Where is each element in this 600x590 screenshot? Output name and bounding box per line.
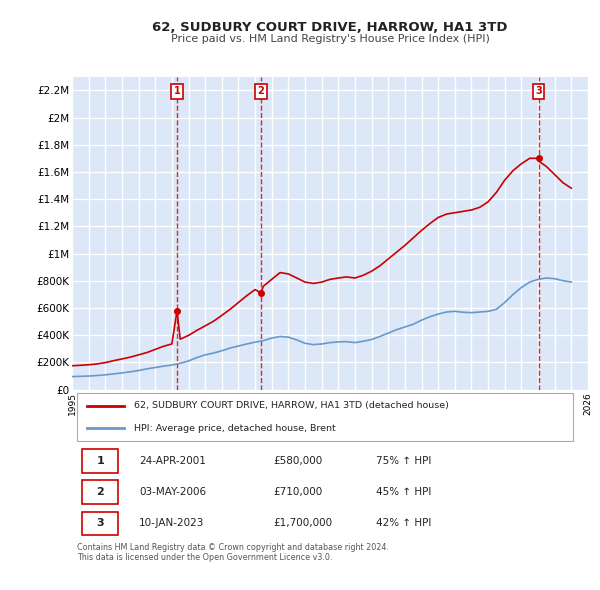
Text: 2: 2: [257, 86, 264, 96]
Text: £710,000: £710,000: [273, 487, 322, 497]
Text: 45% ↑ HPI: 45% ↑ HPI: [376, 487, 432, 497]
FancyBboxPatch shape: [82, 480, 118, 504]
Text: 3: 3: [97, 519, 104, 529]
Text: 75% ↑ HPI: 75% ↑ HPI: [376, 456, 432, 466]
Text: 2: 2: [97, 487, 104, 497]
Text: 03-MAY-2006: 03-MAY-2006: [139, 487, 206, 497]
Text: 62, SUDBURY COURT DRIVE, HARROW, HA1 3TD: 62, SUDBURY COURT DRIVE, HARROW, HA1 3TD: [152, 21, 508, 34]
Text: 10-JAN-2023: 10-JAN-2023: [139, 519, 205, 529]
Text: £580,000: £580,000: [273, 456, 322, 466]
Text: 24-APR-2001: 24-APR-2001: [139, 456, 206, 466]
Text: 1: 1: [173, 86, 181, 96]
Text: 3: 3: [535, 86, 542, 96]
Text: Price paid vs. HM Land Registry's House Price Index (HPI): Price paid vs. HM Land Registry's House …: [170, 34, 490, 44]
Text: Contains HM Land Registry data © Crown copyright and database right 2024.
This d: Contains HM Land Registry data © Crown c…: [77, 543, 389, 562]
FancyBboxPatch shape: [77, 394, 572, 441]
Text: 42% ↑ HPI: 42% ↑ HPI: [376, 519, 432, 529]
FancyBboxPatch shape: [82, 512, 118, 535]
Text: 1: 1: [97, 456, 104, 466]
FancyBboxPatch shape: [82, 449, 118, 473]
Text: £1,700,000: £1,700,000: [273, 519, 332, 529]
Text: 62, SUDBURY COURT DRIVE, HARROW, HA1 3TD (detached house): 62, SUDBURY COURT DRIVE, HARROW, HA1 3TD…: [134, 401, 449, 410]
Text: HPI: Average price, detached house, Brent: HPI: Average price, detached house, Bren…: [134, 424, 335, 432]
